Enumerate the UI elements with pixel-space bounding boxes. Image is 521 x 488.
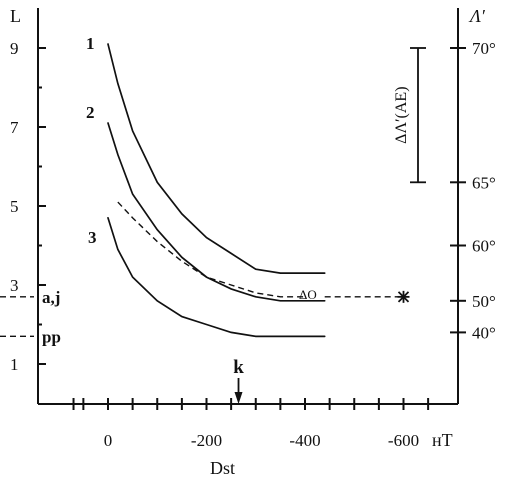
series-label: 1 [86,34,95,53]
star-marker [397,291,410,303]
reference-label: pp [42,327,61,346]
x-tick-label: -600 [388,431,419,450]
left-tick-label: 9 [10,39,19,58]
x-tick-label: 0 [104,431,113,450]
k-arrow-head [234,392,243,404]
series-curve-3 [107,217,326,338]
series-label: 2 [86,103,95,122]
series-label: 3 [88,228,97,247]
series-curve-2 [117,201,305,298]
axes [37,8,459,405]
series-group: 1 2 3 [86,34,326,338]
annotations: ΔO k ΔΛ′(AE) [233,47,426,404]
series-curve-0 [107,43,326,274]
reference-label: a,j [42,288,60,307]
series-curve-1 [107,122,326,302]
right-tick-label: 50° [472,292,496,311]
tick-labels: 1 3 5 7 9 0 -200 -400 -600 70° 65° 60° 50° 40° [10,39,496,450]
left-tick-label: 5 [10,197,19,216]
right-tick-label: 70° [472,39,496,58]
reference-lines: a,j pp [0,288,404,346]
right-tick-label: 65° [472,173,496,192]
left-tick-label: 1 [10,355,19,374]
x-axis-unit: нТ [432,430,453,450]
k-label: k [233,357,244,378]
range-bar-label: ΔΛ′(AE) [393,86,410,143]
ticks [38,47,466,410]
right-tick-label: 60° [472,237,496,256]
right-tick-label: 40° [472,323,496,342]
markers-label: ΔO [299,287,317,302]
x-tick-label: -400 [289,431,320,450]
x-axis-label: Dst [210,458,235,478]
y-axis-label-left: L [10,6,21,26]
left-tick-label: 7 [10,118,19,137]
x-tick-label: -200 [191,431,222,450]
y-axis-label-right: Λ′ [468,6,486,26]
left-tick-label: 3 [10,276,19,295]
